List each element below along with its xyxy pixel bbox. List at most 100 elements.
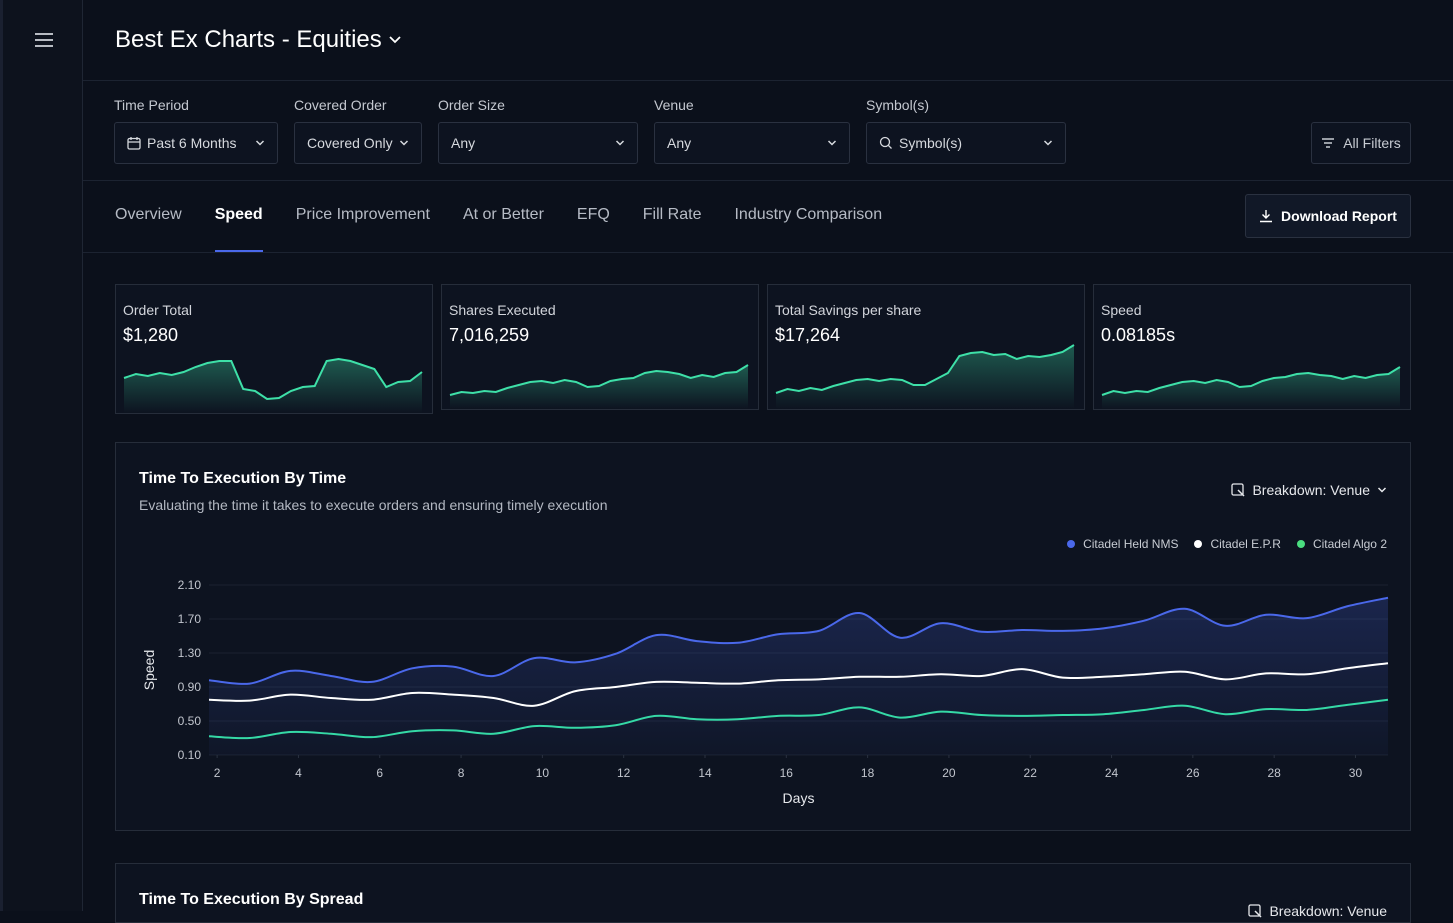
filter-dropdown[interactable]: Past 6 Months: [114, 122, 278, 164]
kpi-value: 7,016,259: [449, 325, 530, 345]
kpi-card: Speed 0.08185s: [1093, 284, 1411, 410]
filter-dropdown[interactable]: Covered Only: [294, 122, 422, 164]
x-tick-label: 14: [698, 766, 712, 780]
filter-label: Time Period: [114, 97, 189, 113]
sparkline: [775, 344, 1075, 409]
tab[interactable]: Fill Rate: [642, 206, 702, 223]
y-tick-label: 1.70: [178, 612, 202, 626]
breakdown-dropdown[interactable]: Breakdown: Venue: [1248, 903, 1387, 919]
x-tick-label: 16: [780, 766, 794, 780]
x-tick-label: 22: [1024, 766, 1038, 780]
x-tick-label: 30: [1349, 766, 1363, 780]
chart-card: Time To Execution By Time Evaluating the…: [115, 442, 1411, 831]
menu-icon[interactable]: [34, 32, 54, 48]
kpi-value: $1,280: [123, 325, 179, 345]
kpi-card: Order Total $1,280: [115, 284, 433, 414]
breakdown-dropdown[interactable]: Breakdown: Venue: [1231, 482, 1387, 498]
kpi-label: Total Savings per share: [775, 302, 922, 318]
download-icon: [1260, 210, 1273, 223]
tab[interactable]: EFQ: [576, 206, 610, 223]
chart-subtitle: Evaluating the time it takes to execute …: [139, 497, 608, 513]
filter-dropdown[interactable]: Any: [654, 122, 850, 164]
divider: [83, 180, 1453, 181]
legend-item[interactable]: Citadel Held NMS: [1067, 537, 1178, 551]
search-icon: [879, 136, 892, 149]
divider: [83, 80, 1453, 81]
legend-label: Citadel Held NMS: [1083, 537, 1179, 551]
kpi-value: 0.08185s: [1101, 325, 1176, 345]
kpi-card: Shares Executed 7,016,259: [441, 284, 759, 410]
filter-label: Symbol(s): [866, 97, 930, 113]
series-line: [208, 698, 1389, 740]
y-tick-label: 0.50: [178, 714, 202, 728]
breakdown-icon: [1248, 904, 1262, 918]
legend-dot: [1194, 540, 1203, 548]
chart-card: Time To Execution By Spread Breakdown: V…: [115, 863, 1411, 923]
button-label: Download Report: [1281, 208, 1397, 224]
chevron: [399, 140, 409, 146]
sparkline-line: [775, 344, 1075, 394]
sidebar: [0, 0, 83, 911]
kpi-card: Total Savings per share $17,264: [767, 284, 1085, 410]
button-label: All Filters: [1343, 135, 1401, 151]
y-axis-label: Speed: [141, 650, 157, 690]
tab-active[interactable]: Speed: [214, 206, 263, 252]
x-tick-label: 12: [617, 766, 631, 780]
x-tick-label: 8: [458, 766, 465, 780]
x-tick-label: 4: [295, 766, 302, 780]
chevron: [1377, 487, 1387, 493]
legend-dot: [1296, 540, 1305, 548]
chevron: [615, 140, 625, 146]
title-chevron[interactable]: [388, 34, 402, 46]
sparkline-area: [1102, 367, 1400, 409]
sparkline-area: [776, 345, 1074, 409]
filter-label: Venue: [654, 97, 694, 113]
download-button[interactable]: Download Report: [1245, 194, 1411, 238]
x-tick-label: 20: [942, 766, 956, 780]
sparkline: [1101, 366, 1401, 409]
kpi-label: Shares Executed: [449, 302, 556, 318]
sparkline-area: [124, 359, 422, 413]
legend-item[interactable]: Citadel E.P.R: [1194, 537, 1281, 551]
filter-value: Covered Only: [307, 135, 393, 151]
filter-icon: [1322, 138, 1335, 148]
filter-dropdown[interactable]: Any: [438, 122, 638, 164]
legend-item[interactable]: Citadel Algo 2: [1296, 537, 1387, 551]
filter-value: Symbol(s): [899, 135, 963, 151]
breakdown-icon: [1231, 483, 1245, 497]
filter-label: Order Size: [438, 97, 505, 113]
y-tick-label: 0.90: [178, 680, 202, 694]
x-axis-label: Days: [783, 790, 815, 806]
page-title[interactable]: Best Ex Charts - Equities: [115, 26, 382, 53]
series-area: [209, 597, 1388, 755]
sparkline-line: [123, 357, 423, 401]
line-chart: 2.101.701.300.900.500.102 4 6 8 10 12 14 16 18 20…: [141, 578, 1389, 806]
kpi-label: Speed: [1101, 302, 1142, 318]
tabs: Overview Speed Price Improvement At or B…: [115, 206, 883, 252]
tab[interactable]: Price Improvement: [295, 206, 430, 223]
x-tick-label: 18: [861, 766, 875, 780]
legend-label: Citadel Algo 2: [1312, 537, 1387, 551]
filter-value: Any: [451, 135, 476, 151]
legend-label: Citadel E.P.R: [1210, 537, 1281, 551]
tab[interactable]: Industry Comparison: [734, 206, 883, 223]
tab[interactable]: At or Better: [462, 206, 544, 223]
tab[interactable]: Overview: [115, 206, 182, 223]
sparkline-line: [449, 364, 749, 396]
y-tick-label: 1.30: [178, 646, 202, 660]
chevron: [827, 140, 837, 146]
kpi-value: $17,264: [775, 325, 841, 345]
x-tick-label: 28: [1267, 766, 1281, 780]
x-tick-label: 6: [376, 766, 383, 780]
calendar-icon: [127, 137, 141, 150]
filter-dropdown[interactable]: Symbol(s): [866, 122, 1066, 164]
filter-label: Covered Order: [294, 97, 387, 113]
chevron: [1043, 140, 1053, 146]
chart-title: Time To Execution By Spread: [139, 891, 364, 908]
all-filters-button[interactable]: All Filters: [1311, 122, 1411, 164]
divider: [83, 252, 1453, 253]
sparkline-line: [1101, 366, 1401, 396]
x-tick-label: 2: [214, 766, 221, 780]
breakdown-label: Breakdown: Venue: [1252, 482, 1370, 498]
